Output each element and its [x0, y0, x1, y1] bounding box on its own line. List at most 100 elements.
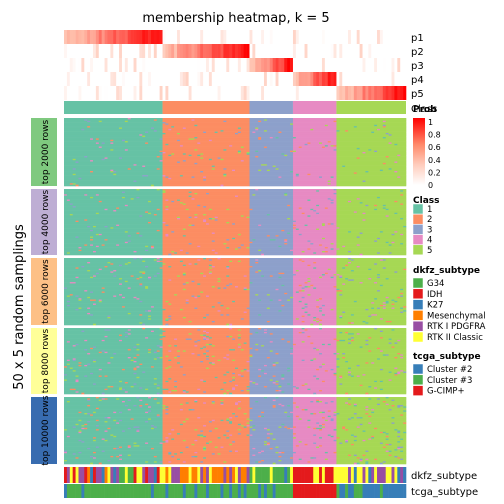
- sampling-cell: [177, 294, 250, 296]
- sampling-cell: [188, 391, 204, 393]
- sampling-cell: [179, 362, 210, 364]
- sampling-cell: [107, 315, 111, 318]
- sampling-cell: [168, 208, 187, 211]
- sampling-cell: [162, 173, 224, 176]
- sampling-cell: [249, 204, 288, 207]
- sampling-cell: [136, 368, 163, 371]
- sampling-cell: [162, 194, 250, 196]
- sampling-cell: [321, 323, 337, 326]
- sampling-cell: [255, 401, 259, 403]
- sampling-cell: [208, 139, 213, 142]
- membership-cell: [200, 86, 204, 100]
- sampling-cell: [321, 310, 337, 312]
- sampling-cell: [292, 364, 337, 367]
- sampling-cell: [168, 199, 178, 202]
- sampling-cell: [90, 414, 94, 417]
- sampling-cell: [64, 357, 111, 359]
- sampling-cell: [98, 120, 102, 123]
- sampling-cell: [249, 268, 294, 271]
- sampling-cell: [333, 439, 337, 442]
- sampling-cell: [90, 398, 102, 400]
- sampling-cell: [304, 307, 320, 310]
- sampling-cell: [301, 418, 331, 421]
- sampling-cell: [330, 268, 337, 271]
- sampling-cell: [330, 415, 337, 418]
- sampling-cell: [119, 157, 123, 160]
- sampling-cell: [292, 349, 317, 351]
- sampling-cell: [379, 442, 384, 445]
- sampling-cell: [148, 286, 163, 288]
- dkfz-legend-label: RTK I PDGFRA: [427, 322, 486, 332]
- membership-cell: [142, 58, 146, 72]
- sampling-cell: [374, 437, 407, 439]
- sampling-cell: [64, 145, 163, 147]
- sampling-cell: [107, 459, 111, 462]
- sampling-cell: [339, 353, 343, 355]
- dkfz-cell: [113, 467, 117, 483]
- sampling-cell: [64, 218, 163, 220]
- sampling-cell: [385, 438, 389, 441]
- sampling-cell: [98, 146, 102, 149]
- sampling-cell: [391, 168, 407, 170]
- sampling-cell: [200, 295, 207, 298]
- sampling-cell: [75, 343, 79, 346]
- sampling-cell: [162, 302, 187, 304]
- membership-cell: [165, 30, 169, 44]
- sampling-cell: [382, 354, 387, 357]
- sampling-cell: [64, 282, 71, 284]
- sampling-cell: [95, 361, 134, 363]
- sampling-cell: [258, 128, 294, 131]
- sampling-cell: [258, 368, 262, 371]
- membership-cell: [362, 72, 366, 86]
- sampling-cell: [365, 308, 369, 311]
- sampling-cell: [246, 418, 250, 421]
- sampling-cell: [66, 363, 71, 366]
- sampling-cell: [165, 319, 169, 322]
- sampling-cell: [162, 361, 201, 363]
- sampling-cell: [150, 200, 163, 203]
- sampling-cell: [394, 429, 398, 431]
- membership-cell: [75, 30, 79, 44]
- sampling-cell: [292, 264, 308, 267]
- sampling-cell: [119, 422, 163, 425]
- sampling-cell: [292, 422, 317, 425]
- sampling-cell: [214, 401, 239, 403]
- tcga-cell: [191, 484, 195, 498]
- membership-cell: [194, 58, 198, 72]
- membership-cell: [330, 72, 334, 86]
- sampling-cell: [304, 409, 308, 411]
- sampling-cell: [243, 413, 247, 415]
- panel-label-box: [31, 118, 57, 186]
- sampling-cell: [159, 334, 163, 337]
- sampling-cell: [353, 337, 369, 339]
- sampling-cell: [168, 176, 192, 179]
- sampling-cell: [64, 320, 163, 323]
- membership-cell: [177, 72, 181, 86]
- sampling-cell: [336, 328, 375, 330]
- tcga-cell: [246, 484, 250, 498]
- sampling-cell: [229, 307, 247, 310]
- sampling-cell: [391, 405, 395, 407]
- sampling-cell: [90, 236, 94, 239]
- sampling-cell: [252, 354, 294, 357]
- sampling-cell: [182, 308, 250, 311]
- membership-cell: [272, 86, 276, 100]
- sampling-panel: top 2000 rows: [31, 118, 407, 187]
- sampling-cell: [229, 354, 253, 357]
- sampling-cell: [403, 410, 407, 413]
- sampling-cell: [394, 342, 398, 345]
- sampling-cell: [119, 447, 152, 450]
- membership-cell: [356, 30, 360, 44]
- membership-cell: [223, 44, 227, 58]
- dkfz-cell: [136, 467, 140, 483]
- sampling-cell: [321, 244, 337, 247]
- sampling-cell: [243, 318, 250, 320]
- sampling-cell: [162, 196, 250, 199]
- membership-cell: [391, 72, 395, 86]
- sampling-cell: [162, 299, 187, 302]
- sampling-cell: [162, 179, 204, 181]
- sampling-cell: [237, 367, 250, 370]
- membership-cell: [316, 72, 320, 86]
- sampling-cell: [307, 294, 311, 296]
- sampling-cell: [345, 278, 349, 280]
